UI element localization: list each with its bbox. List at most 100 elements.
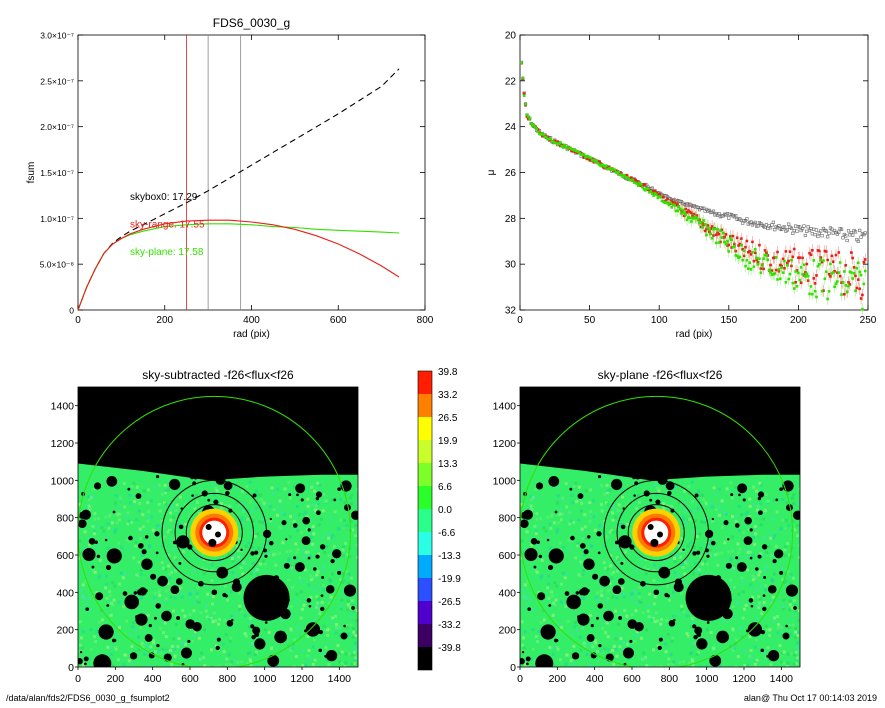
noise-pixel [747, 515, 751, 519]
noise-pixel [263, 562, 267, 566]
noise-pixel [673, 559, 677, 563]
noise-pixel [529, 504, 533, 508]
data-point [591, 157, 594, 160]
noise-pixel [169, 511, 173, 515]
noise-pixel [311, 503, 315, 507]
noise-pixel [227, 653, 231, 657]
noise-pixel [556, 494, 560, 498]
noise-pixel [555, 584, 559, 588]
masked-source [767, 584, 777, 594]
noise-pixel [272, 508, 276, 512]
noise-pixel [126, 522, 130, 526]
noise-pixel [677, 501, 681, 505]
masked-source [178, 524, 184, 530]
noise-pixel [253, 535, 257, 539]
noise-pixel [791, 576, 795, 580]
noise-pixel [782, 598, 786, 602]
noise-pixel [181, 609, 185, 613]
noise-pixel [670, 662, 674, 666]
noise-pixel [797, 543, 800, 547]
x-tick-label: 200 [549, 673, 567, 685]
noise-pixel [798, 555, 800, 559]
noise-pixel [549, 526, 553, 530]
data-point [675, 209, 679, 213]
data-point [847, 284, 850, 288]
masked-source [760, 629, 765, 635]
data-point [717, 212, 721, 216]
data-point [605, 166, 608, 169]
y-axis-label: μ [486, 169, 497, 175]
data-point [799, 266, 803, 269]
noise-pixel [144, 643, 148, 647]
noise-pixel [192, 609, 196, 613]
noise-pixel [520, 620, 524, 624]
noise-pixel [133, 500, 137, 504]
data-point [724, 233, 728, 236]
noise-pixel [553, 603, 557, 607]
noise-pixel [347, 632, 351, 636]
noise-pixel [653, 482, 657, 486]
noise-pixel [248, 616, 252, 620]
noise-pixel [353, 641, 357, 645]
noise-pixel [529, 657, 533, 661]
masked-source [736, 562, 747, 572]
data-point [596, 161, 600, 165]
noise-pixel [108, 594, 112, 598]
data-point [844, 264, 848, 267]
noise-pixel [193, 630, 197, 634]
noise-pixel [621, 641, 625, 645]
noise-pixel [288, 514, 292, 518]
data-point [819, 229, 823, 233]
noise-pixel [139, 597, 143, 601]
masked-source [106, 475, 118, 487]
data-point [670, 199, 674, 203]
data-point [712, 234, 715, 237]
x-tick-label: 400 [243, 315, 260, 326]
data-point [813, 232, 817, 237]
data-point [606, 166, 609, 170]
noise-pixel [703, 559, 707, 563]
noise-pixel [172, 515, 176, 519]
noise-pixel [681, 660, 685, 664]
noise-pixel [542, 526, 546, 530]
noise-pixel [614, 515, 618, 519]
noise-pixel [616, 509, 620, 513]
masked-source [658, 637, 663, 642]
masked-source [757, 491, 765, 498]
data-point [751, 240, 754, 244]
noise-pixel [677, 545, 681, 549]
noise-pixel [244, 544, 248, 548]
noise-pixel [355, 502, 358, 506]
data-point [856, 261, 860, 265]
data-point [637, 184, 640, 188]
data-point [556, 140, 559, 143]
noise-pixel [334, 626, 338, 630]
noise-pixel [685, 560, 689, 564]
noise-pixel [97, 620, 101, 624]
data-point [849, 251, 853, 254]
noise-pixel [238, 537, 242, 541]
noise-pixel [276, 664, 280, 667]
data-point [710, 236, 714, 240]
noise-pixel [672, 590, 676, 594]
noise-pixel [751, 574, 755, 578]
noise-pixel [783, 572, 787, 576]
noise-pixel [784, 527, 788, 531]
noise-pixel [721, 619, 725, 623]
map-sky-plane: 0 200 400 600 800 1000 1200 1400020040060080010… [493, 368, 801, 685]
noise-pixel [122, 662, 126, 666]
noise-pixel [693, 519, 697, 523]
noise-pixel [561, 571, 565, 575]
data-point [655, 191, 658, 195]
data-point [575, 151, 579, 155]
masked-source [274, 630, 287, 644]
noise-pixel [100, 526, 104, 530]
noise-pixel [256, 665, 260, 667]
noise-pixel [355, 619, 358, 623]
masked-source [725, 562, 732, 569]
noise-pixel [224, 632, 228, 636]
noise-pixel [755, 658, 759, 662]
data-point [851, 256, 854, 260]
noise-pixel [220, 502, 224, 506]
data-point [598, 163, 601, 167]
